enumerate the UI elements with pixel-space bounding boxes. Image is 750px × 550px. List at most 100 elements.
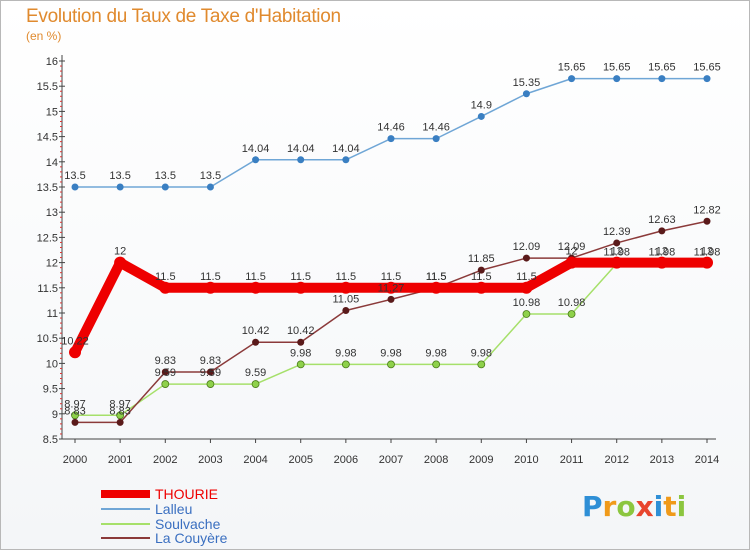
data-label: 10.98 — [558, 297, 586, 309]
data-label: 10.42 — [242, 325, 270, 337]
y-tick-label: 14.5 — [37, 132, 58, 144]
data-label: 15.65 — [558, 62, 586, 74]
data-point — [610, 256, 623, 269]
x-tick-label: 2013 — [650, 454, 674, 466]
logo-letter: o — [616, 490, 636, 523]
legend-entry: Soulvache — [155, 516, 221, 532]
data-point — [432, 135, 440, 143]
data-label: 11.5 — [516, 271, 537, 283]
data-point — [385, 281, 397, 294]
data-point — [568, 75, 576, 83]
y-tick-label: 16 — [46, 56, 58, 68]
data-point — [297, 156, 305, 164]
data-label: 15.65 — [603, 62, 631, 74]
data-label: 12 — [701, 246, 713, 258]
legend-entry: Lalleu — [155, 501, 192, 517]
data-label: 11.5 — [245, 271, 266, 283]
data-label: 11.5 — [426, 271, 447, 283]
x-tick-label: 2008 — [424, 454, 448, 466]
data-point — [430, 281, 443, 294]
data-point — [159, 281, 172, 294]
data-label: 9.59 — [200, 367, 221, 379]
data-point — [477, 112, 485, 120]
data-point — [387, 295, 395, 303]
data-label: 15.65 — [648, 62, 676, 74]
x-tick-label: 2009 — [469, 454, 493, 466]
data-point — [522, 310, 531, 318]
data-point — [387, 360, 395, 369]
data-label: 12.82 — [693, 204, 721, 216]
data-label: 11.85 — [468, 253, 495, 265]
x-tick-label: 2001 — [108, 454, 132, 466]
data-label: 14.46 — [422, 122, 450, 134]
data-label: 11.5 — [200, 271, 221, 283]
data-point — [339, 281, 352, 294]
legend-entry: La Couyère — [155, 530, 228, 546]
logo-letter: t — [663, 490, 677, 523]
data-point — [206, 368, 214, 376]
data-point — [341, 360, 350, 369]
series-lines — [69, 75, 713, 426]
x-tick-label: 2012 — [604, 454, 628, 466]
data-point — [522, 254, 530, 262]
data-point — [69, 346, 81, 359]
axes: 8.5 9 9.5 10 10.5 11 11.5 12 12.5 13 13.5 14 14.5 15 1… — [37, 55, 719, 466]
data-label: 13.5 — [200, 170, 221, 182]
logo-letter: i — [676, 490, 687, 523]
data-point — [522, 90, 530, 98]
data-point — [475, 281, 488, 294]
data-point — [477, 360, 486, 369]
logo-letter: r — [602, 490, 617, 523]
data-point — [71, 411, 79, 420]
y-tick-label: 12 — [46, 258, 58, 270]
x-tick-label: 2002 — [153, 454, 177, 466]
x-tick-label: 2006 — [334, 454, 358, 466]
data-label: 12.39 — [603, 226, 631, 238]
data-label: 9.98 — [380, 347, 401, 359]
y-tick-label: 8.5 — [43, 434, 58, 446]
legend-entry: THOURIE — [155, 486, 218, 502]
data-label: 12.09 — [558, 241, 586, 253]
data-label: 8.83 — [64, 405, 85, 417]
data-label: 13.5 — [109, 170, 130, 182]
proxiti-logo: Proxiti — [582, 490, 686, 523]
data-point — [204, 281, 217, 294]
y-tick-label: 14 — [46, 157, 58, 169]
data-label: 8.97 — [109, 398, 130, 410]
data-label: 11.98 — [603, 247, 630, 259]
data-label: 9.59 — [155, 367, 176, 379]
data-label: 13.5 — [64, 170, 85, 182]
data-point — [252, 338, 260, 346]
data-point — [252, 156, 260, 164]
data-label: 11.5 — [336, 271, 357, 283]
data-label: 11.5 — [290, 271, 311, 283]
data-point — [296, 360, 305, 369]
data-point — [477, 266, 485, 274]
data-point — [342, 156, 350, 164]
x-tick-label: 2000 — [63, 454, 87, 466]
data-point — [249, 281, 262, 294]
data-point — [161, 183, 169, 191]
data-point — [114, 256, 127, 269]
data-label: 11.5 — [471, 271, 492, 283]
data-point — [565, 256, 578, 269]
data-point — [658, 227, 666, 235]
data-label: 14.46 — [377, 122, 405, 134]
data-point — [342, 306, 350, 314]
data-label: 14.04 — [287, 143, 315, 155]
data-point — [161, 368, 169, 376]
y-tick-label: 15 — [46, 106, 58, 118]
data-point — [613, 75, 621, 83]
logo-letter: x — [635, 490, 654, 523]
y-tick-label: 13.5 — [37, 182, 58, 194]
data-label: 12 — [565, 246, 577, 258]
data-label: 11.5 — [426, 271, 447, 283]
data-label: 14.9 — [471, 99, 492, 111]
y-tick-label: 11 — [47, 308, 58, 320]
data-label: 9.98 — [335, 347, 356, 359]
data-label: 11.05 — [332, 293, 359, 305]
data-label: 14.04 — [242, 143, 270, 155]
